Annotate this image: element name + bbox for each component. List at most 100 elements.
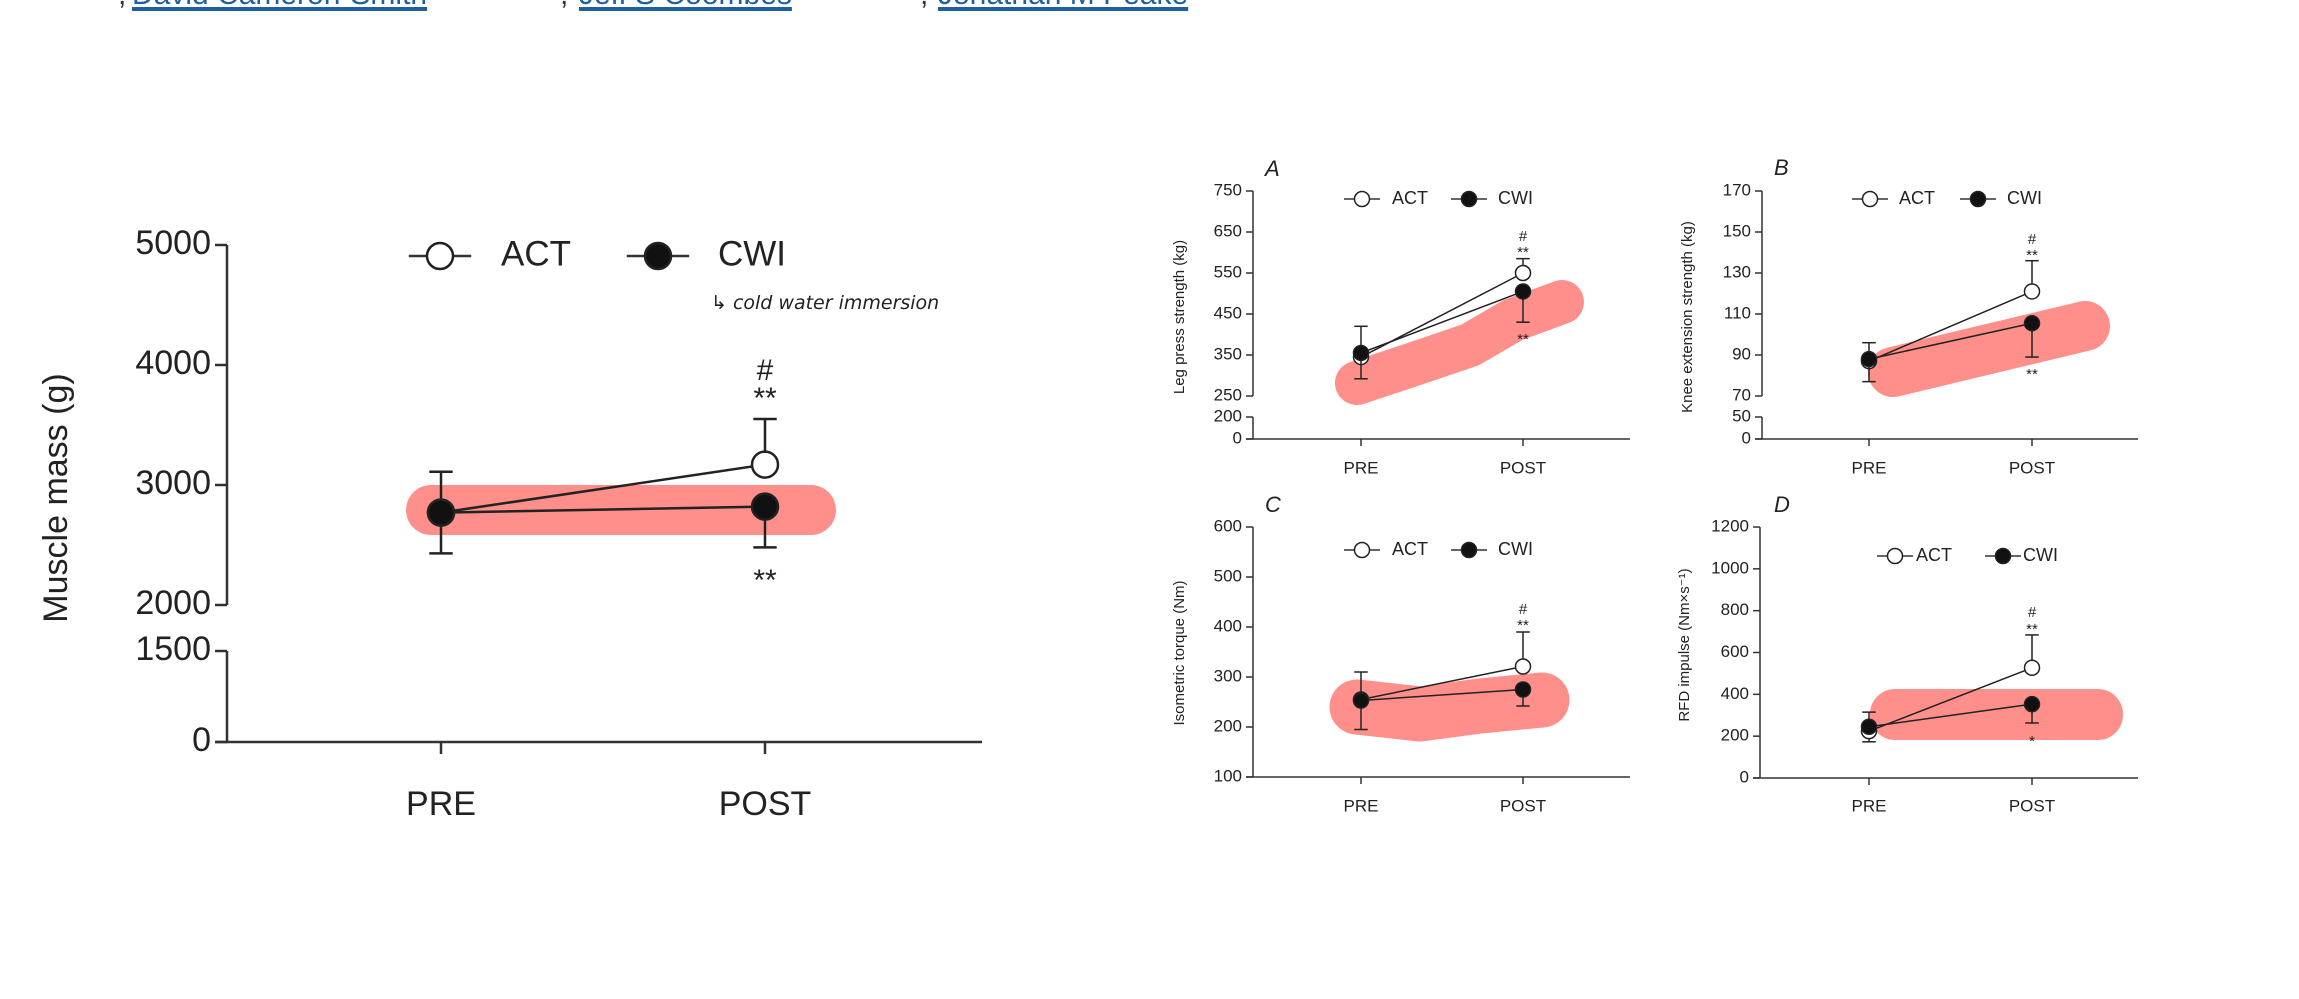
y-tick-label: 400 bbox=[1214, 616, 1242, 635]
author-link[interactable]: David Cameron-Smith bbox=[132, 0, 427, 12]
legend-marker bbox=[1994, 547, 2012, 565]
chart-panel-a: 0 200 250 350 450 550 650 750 PRE POST Leg press s… bbox=[1171, 156, 1630, 477]
highlight-d bbox=[1870, 689, 2123, 740]
significance-mark: ** bbox=[753, 564, 777, 597]
highlight-a bbox=[1335, 280, 1584, 405]
significance-mark: ** bbox=[1517, 244, 1529, 261]
separator: , bbox=[118, 0, 126, 12]
data-point bbox=[1352, 692, 1370, 709]
legend-item-cwi: CWI bbox=[1451, 539, 1533, 559]
panel-label: A bbox=[1263, 156, 1280, 181]
y-tick-label: 250 bbox=[1214, 385, 1242, 404]
x-tick-label: POST bbox=[719, 785, 812, 823]
separator: , bbox=[560, 0, 568, 12]
y-tick-label: 200 bbox=[1214, 406, 1242, 425]
x-tick-label: PRE bbox=[1344, 796, 1379, 815]
data-point bbox=[2023, 314, 2041, 332]
x-tick-label: POST bbox=[1500, 458, 1546, 477]
legend-marker bbox=[1969, 190, 1987, 208]
legend-item-cwi: CWI bbox=[626, 234, 786, 273]
y-tick-label: 500 bbox=[1214, 566, 1242, 585]
data-point bbox=[1514, 283, 1532, 300]
y-axis-label: Knee extension strength (kg) bbox=[1679, 221, 1696, 413]
significance-mark: # bbox=[2028, 231, 2037, 248]
legend-item-act: ACT bbox=[1344, 539, 1428, 559]
author-link[interactable]: Jeff S Coombes bbox=[579, 0, 792, 12]
significance-mark: ** bbox=[2026, 621, 2038, 638]
y-axis-label: RFD impulse (Nm×s⁻¹) bbox=[1676, 568, 1693, 721]
y-tick-label: 450 bbox=[1214, 303, 1242, 322]
y-tick-label: 300 bbox=[1214, 666, 1242, 685]
y-tick-label: 800 bbox=[1721, 600, 1749, 619]
y-tick-label: 170 bbox=[1723, 180, 1751, 199]
x-tick-label: PRE bbox=[1852, 458, 1887, 477]
significance-mark: ** bbox=[753, 382, 777, 415]
y-tick-label: 550 bbox=[1214, 262, 1242, 281]
y-tick-label: 400 bbox=[1721, 684, 1749, 703]
legend-label: CWI bbox=[1498, 539, 1533, 559]
legend-marker bbox=[425, 241, 455, 271]
y-tick-label: 90 bbox=[1732, 344, 1751, 363]
data-point bbox=[1514, 681, 1532, 698]
y-tick-label: 1500 bbox=[135, 630, 211, 668]
x-tick-label: POST bbox=[1500, 796, 1546, 815]
y-tick-label: 750 bbox=[1214, 180, 1242, 199]
y-tick-label: 50 bbox=[1732, 406, 1751, 425]
y-tick-label: 1000 bbox=[1711, 558, 1749, 577]
series-line bbox=[1360, 290, 1524, 354]
legend-item-act: ACT bbox=[1877, 545, 1952, 565]
series-cwi bbox=[1860, 314, 2041, 383]
significance-mark: * bbox=[2029, 733, 2035, 750]
significance-mark: # bbox=[2028, 604, 2037, 621]
legend-marker bbox=[1460, 541, 1478, 559]
panel-label: C bbox=[1265, 492, 1281, 517]
significance-mark: ** bbox=[2026, 366, 2038, 383]
y-tick-label: 350 bbox=[1214, 344, 1242, 363]
y-tick-label: 70 bbox=[1732, 385, 1751, 404]
panel-label: B bbox=[1774, 155, 1789, 180]
y-tick-label: 3000 bbox=[135, 464, 211, 502]
y-tick-label: 0 bbox=[1233, 428, 1242, 447]
y-tick-label: 100 bbox=[1214, 766, 1242, 785]
legend-item-cwi: CWI bbox=[1451, 188, 1533, 208]
data-point bbox=[1514, 264, 1532, 282]
legend-item-act: ACT bbox=[408, 234, 571, 273]
legend-label: CWI bbox=[2023, 545, 2058, 565]
y-tick-label: 0 bbox=[192, 721, 211, 759]
y-axis-label: Muscle mass (g) bbox=[37, 373, 75, 622]
x-tick-label: PRE bbox=[1852, 796, 1887, 815]
y-axis-label: Leg press strength (kg) bbox=[1171, 240, 1188, 394]
author-link[interactable]: Jonathan M Peake bbox=[938, 0, 1188, 12]
x-tick-label: POST bbox=[2009, 458, 2055, 477]
significance-mark: # bbox=[1519, 601, 1528, 618]
series-line bbox=[1868, 322, 2033, 360]
series-act bbox=[1860, 259, 2041, 370]
y-tick-label: 4000 bbox=[135, 344, 211, 382]
series-line bbox=[1360, 688, 1524, 702]
data-point bbox=[750, 450, 780, 479]
y-tick-label: 2000 bbox=[135, 584, 211, 622]
y-tick-label: 130 bbox=[1723, 262, 1751, 281]
legend-marker bbox=[1353, 541, 1371, 559]
significance-mark: ** bbox=[1517, 617, 1529, 634]
y-tick-label: 1200 bbox=[1711, 516, 1749, 535]
legend-marker bbox=[1353, 190, 1371, 208]
legend-item-cwi: CWI bbox=[1985, 545, 2058, 565]
legend-label: CWI bbox=[718, 234, 786, 273]
y-tick-label: 0 bbox=[1740, 767, 1749, 786]
x-tick-label: POST bbox=[2009, 796, 2055, 815]
legend-item-act: ACT bbox=[1344, 188, 1428, 208]
series-line bbox=[1868, 667, 2033, 732]
chart-panel-b: 0 50 70 90 110 130 150 170 PRE POST Knee extension… bbox=[1679, 155, 2138, 477]
legend-label: ACT bbox=[501, 234, 571, 273]
series-cwi bbox=[1352, 681, 1532, 731]
data-point bbox=[2023, 695, 2041, 713]
chart-panel-c: 100 200 300 400 500 600 PRE POST Isometric torqu… bbox=[1171, 492, 1630, 815]
data-point bbox=[1514, 658, 1532, 675]
significance-mark: ** bbox=[2026, 247, 2038, 264]
legend-label: ACT bbox=[1899, 188, 1935, 208]
legend-item-cwi: CWI bbox=[1960, 188, 2042, 208]
panel-label: D bbox=[1774, 492, 1790, 517]
